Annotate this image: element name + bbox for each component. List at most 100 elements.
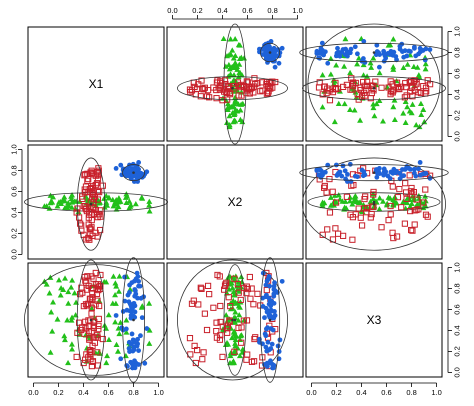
- point-g1: [319, 200, 326, 207]
- point-g2: [238, 324, 245, 331]
- point-g1: [367, 60, 374, 66]
- point-g3: [271, 45, 277, 51]
- point-g1: [56, 277, 62, 283]
- point-g2: [94, 214, 101, 221]
- point-g2: [92, 269, 99, 277]
- point-g1: [113, 341, 120, 348]
- point-g1: [376, 195, 383, 201]
- point-g1: [222, 341, 229, 348]
- tick-label: 1.0: [292, 6, 302, 15]
- point-g3: [135, 274, 141, 279]
- panel-X2-X2: X2: [166, 144, 304, 260]
- point-g2: [89, 182, 97, 190]
- point-g3: [122, 274, 127, 280]
- point-g2: [95, 172, 102, 179]
- point-g1: [232, 36, 239, 42]
- point-g1: [238, 54, 245, 60]
- point-g2: [350, 181, 357, 189]
- variable-label: X1: [89, 77, 104, 91]
- point-g3: [408, 49, 413, 54]
- point-g2: [385, 217, 392, 224]
- point-g3: [136, 348, 141, 353]
- point-g2: [195, 81, 202, 88]
- point-g1: [380, 198, 386, 204]
- tick-label: 0.6: [381, 388, 391, 397]
- point-g2: [243, 289, 250, 297]
- point-g1: [391, 97, 398, 103]
- point-g3: [377, 52, 383, 57]
- point-g1: [354, 61, 361, 67]
- point-g3: [132, 287, 138, 292]
- point-g2: [231, 275, 238, 282]
- ellipse-g3: [122, 257, 145, 383]
- point-g2: [349, 236, 356, 243]
- point-g3: [271, 55, 277, 61]
- point-g2: [87, 317, 94, 324]
- point-g3: [352, 173, 358, 179]
- point-g3: [339, 173, 345, 179]
- point-g1: [115, 325, 122, 331]
- point-g2: [222, 281, 229, 288]
- point-g1: [357, 117, 364, 123]
- point-g3: [272, 64, 278, 70]
- point-g2: [257, 88, 264, 95]
- tick-label: 0.6: [453, 68, 462, 78]
- point-g3: [270, 327, 276, 333]
- panel-X3-X3: X3: [305, 262, 443, 378]
- point-g2: [387, 211, 394, 218]
- point-g3: [333, 162, 339, 168]
- variable-label: X2: [228, 195, 243, 209]
- point-g1: [115, 348, 121, 354]
- point-g3: [138, 333, 143, 339]
- point-g2: [247, 295, 254, 302]
- ellipse-center-g2: [231, 318, 234, 322]
- point-g2: [323, 189, 330, 196]
- tick-label: 0.8: [267, 6, 277, 15]
- tick-label: 0.4: [78, 388, 88, 397]
- point-g3: [271, 300, 277, 306]
- point-g3: [122, 298, 128, 304]
- point-g1: [58, 285, 65, 291]
- point-g3: [408, 167, 413, 172]
- point-g3: [411, 45, 417, 51]
- point-g1: [146, 198, 153, 204]
- point-g1: [54, 203, 61, 209]
- point-g2: [389, 183, 396, 190]
- point-g2: [324, 226, 331, 233]
- point-g2: [406, 172, 413, 179]
- point-g1: [48, 198, 55, 204]
- point-g3: [427, 47, 433, 52]
- point-g2: [362, 92, 369, 99]
- point-g2: [216, 336, 224, 343]
- point-g1: [43, 281, 50, 287]
- point-g3: [360, 173, 366, 179]
- point-g1: [122, 352, 129, 359]
- panels-layer: X1 X2 X3: [24, 23, 449, 383]
- point-g2: [99, 182, 106, 189]
- point-g1: [232, 106, 239, 113]
- point-g1: [227, 36, 234, 42]
- right-axis-X3: 0.0 0.2 0.4 0.6 0.8 1.0: [447, 262, 462, 378]
- tick-label: 0.8: [406, 388, 416, 397]
- point-g1: [57, 198, 64, 205]
- point-g1: [69, 314, 76, 320]
- point-g3: [275, 343, 281, 349]
- point-g2: [385, 84, 392, 91]
- point-g3: [340, 163, 346, 169]
- point-g1: [232, 118, 239, 124]
- point-g2: [227, 303, 234, 310]
- point-g2: [402, 80, 409, 87]
- point-g2: [368, 82, 375, 89]
- point-g3: [271, 49, 277, 55]
- tick-label: 0.6: [10, 186, 19, 196]
- tick-label: 0.4: [217, 6, 227, 15]
- point-g1: [349, 201, 356, 207]
- point-g2: [362, 193, 369, 200]
- point-g2: [246, 273, 253, 281]
- point-g2: [192, 359, 199, 367]
- point-g3: [124, 166, 130, 172]
- point-g3: [361, 39, 367, 44]
- point-g1: [341, 63, 348, 69]
- point-g1: [236, 61, 243, 67]
- point-g1: [65, 359, 72, 366]
